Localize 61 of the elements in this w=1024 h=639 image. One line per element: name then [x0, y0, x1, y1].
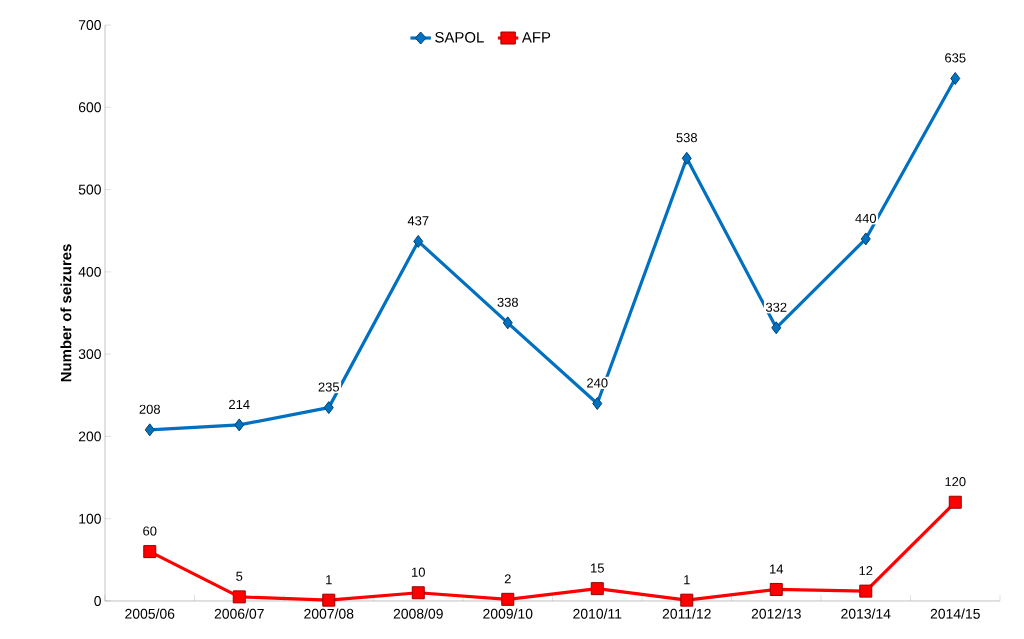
x-tick-label: 2012/13	[751, 608, 801, 619]
point	[592, 397, 603, 410]
x-tick-label: 2005/06	[125, 608, 175, 619]
data-label: 332	[765, 302, 787, 312]
y-tick-label: 0	[94, 596, 101, 606]
y-axis-title: Number of seizures	[60, 244, 72, 382]
point	[143, 545, 157, 559]
data-label: 15	[591, 563, 604, 573]
x-tick-label: 2010/11	[573, 608, 622, 619]
data-label: 635	[945, 53, 966, 63]
point	[411, 586, 425, 600]
x-tick-label: 2013/14	[841, 608, 891, 619]
point	[234, 418, 245, 432]
data-label: 5	[236, 571, 243, 581]
data-label: 538	[676, 133, 697, 143]
x-tick-label: 2009/10	[483, 608, 533, 619]
data-label: 12	[859, 566, 873, 576]
x-tick-label: 2008/09	[393, 608, 443, 619]
point	[948, 495, 962, 509]
x-tick-label: 2011/12	[662, 608, 711, 619]
point	[950, 71, 961, 85]
point	[501, 592, 515, 606]
data-label: 437	[407, 216, 429, 226]
point	[323, 401, 334, 415]
x-tick-label: 2007/08	[304, 608, 354, 619]
y-tick-label: 700	[78, 20, 101, 30]
y-tick-label: 600	[78, 102, 101, 113]
data-label: 440	[855, 213, 877, 223]
data-label: 214	[229, 399, 250, 409]
point	[859, 584, 873, 598]
legend-label: AFP	[521, 32, 551, 43]
point	[769, 582, 783, 596]
data-label: 14	[770, 564, 784, 574]
data-label: 10	[412, 567, 425, 577]
data-label: 120	[945, 477, 966, 487]
point	[144, 423, 155, 437]
data-label: 2	[504, 574, 511, 584]
data-label: 60	[143, 526, 157, 536]
legend-label: SAPOL	[435, 32, 484, 43]
y-tick-label: 400	[78, 266, 101, 277]
point	[771, 321, 782, 335]
data-label: 338	[497, 297, 518, 307]
point	[322, 593, 336, 607]
point	[590, 582, 604, 596]
y-tick-label: 500	[78, 184, 101, 195]
x-tick-label: 2006/07	[214, 608, 264, 619]
data-label: 1	[326, 575, 332, 585]
data-label: 1	[684, 575, 690, 585]
y-tick-label: 200	[78, 431, 101, 442]
point	[502, 316, 513, 330]
x-tick-label: 2014/15	[930, 608, 980, 619]
data-label: 208	[139, 404, 160, 414]
point	[860, 232, 871, 246]
point	[680, 593, 694, 607]
y-tick-label: 100	[79, 513, 101, 524]
point	[232, 590, 246, 604]
data-label: 235	[318, 382, 340, 392]
point	[413, 234, 424, 248]
y-tick-label: 300	[78, 349, 101, 360]
point	[681, 151, 692, 165]
data-label: 240	[587, 378, 608, 388]
